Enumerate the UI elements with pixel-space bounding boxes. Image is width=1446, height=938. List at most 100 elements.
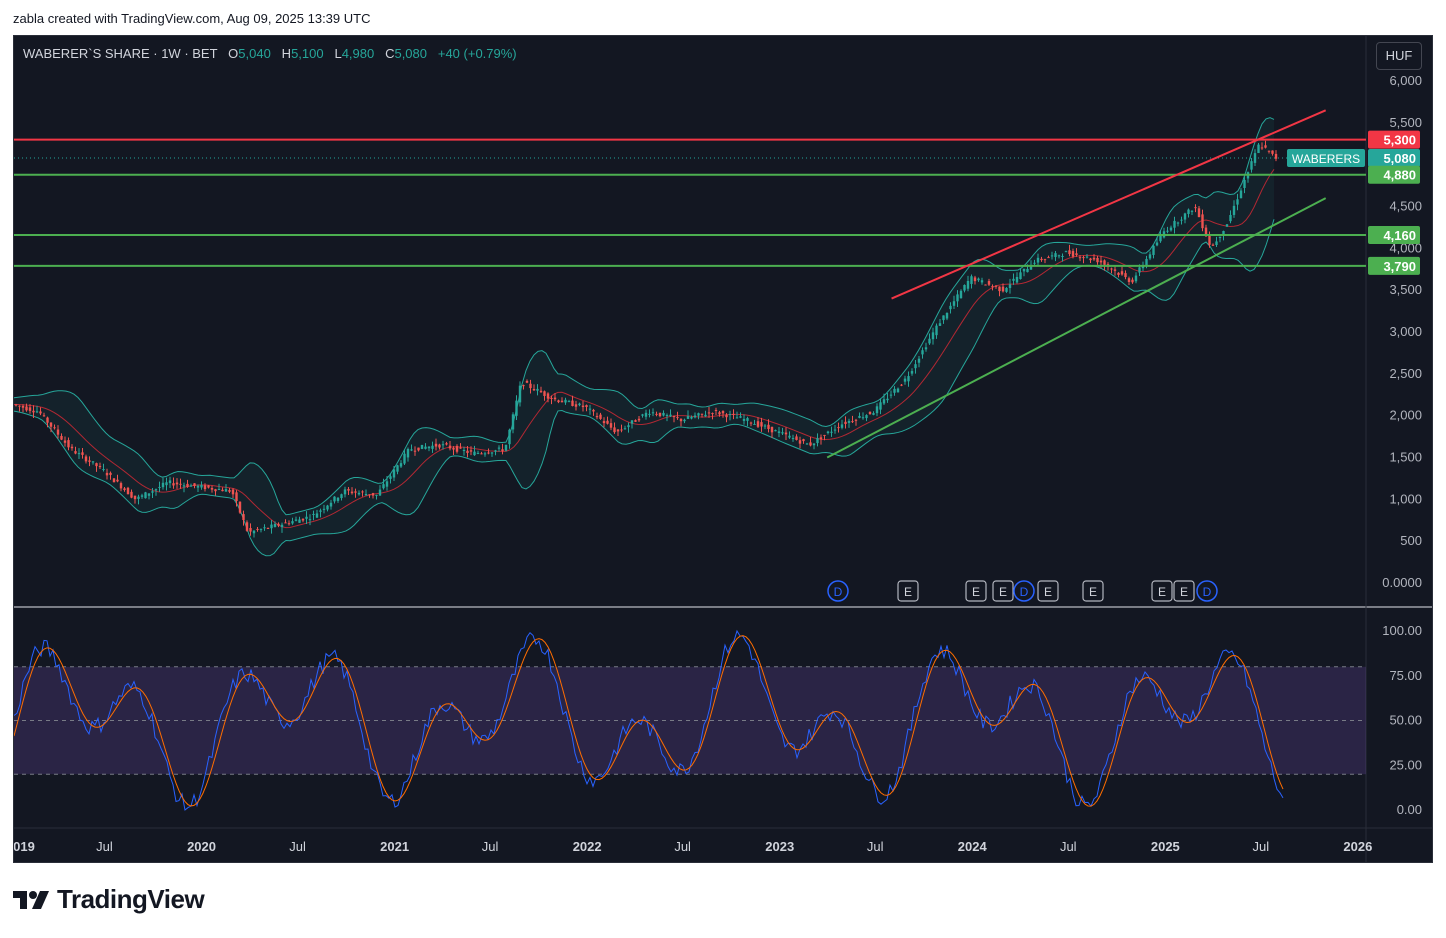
- candle-body: [539, 390, 543, 393]
- earnings-event-marker[interactable]: [992, 580, 1014, 602]
- candle-body: [375, 494, 378, 496]
- candle-body: [473, 451, 476, 456]
- candle-body: [319, 510, 322, 512]
- candle-body: [102, 469, 105, 471]
- candle-body: [781, 432, 784, 434]
- candle-body: [690, 416, 693, 419]
- stoch-k-line: [14, 629, 1284, 811]
- candle-body: [347, 489, 350, 491]
- tradingview-brand-text: TradingView: [57, 884, 205, 914]
- candle-body: [816, 438, 819, 444]
- candle-body: [700, 413, 704, 415]
- candle-body: [151, 491, 154, 493]
- candle-body: [536, 388, 539, 391]
- price-axis-label: 5,500: [1389, 115, 1422, 130]
- time-axis-label: 2020: [187, 839, 216, 854]
- open-value: 5,040: [238, 46, 271, 61]
- candle-body: [123, 488, 126, 491]
- candle-body: [795, 436, 798, 440]
- time-axis-label: Jul: [867, 839, 884, 854]
- earnings-event-marker[interactable]: [1151, 580, 1173, 602]
- candle-body: [480, 453, 483, 455]
- open-label: O: [228, 46, 239, 61]
- time-axis-label: 2025: [1151, 839, 1180, 854]
- candle-body: [1103, 260, 1106, 265]
- low-value: 4,980: [341, 46, 375, 61]
- candle-body: [249, 528, 252, 532]
- time-axis-label: 2026: [1343, 839, 1372, 854]
- tradingview-logo[interactable]: TradingView: [13, 884, 205, 915]
- candle-body: [126, 487, 130, 495]
- candle-body: [1061, 255, 1064, 257]
- earnings-event-marker[interactable]: [1037, 580, 1059, 602]
- candle-body: [424, 446, 427, 449]
- candle-body: [144, 492, 147, 499]
- earnings-event-marker[interactable]: [897, 580, 919, 602]
- candle-body: [207, 485, 210, 488]
- bollinger-upper: [14, 117, 1275, 516]
- candle-body: [721, 411, 725, 414]
- oscillator-axis-label: 50.00: [1389, 713, 1422, 728]
- candle-body: [893, 388, 896, 393]
- candle-body: [844, 421, 847, 424]
- candle-body: [438, 444, 441, 448]
- candle-body: [1159, 235, 1162, 242]
- candle-body: [448, 445, 452, 449]
- candle-body: [616, 429, 620, 432]
- candle-body: [602, 421, 606, 424]
- candle-body: [1096, 257, 1099, 263]
- candle-body: [686, 416, 690, 419]
- candle-body: [739, 416, 742, 418]
- candle-body: [434, 443, 438, 447]
- bollinger-basis: [14, 169, 1275, 529]
- candle-body: [949, 305, 952, 310]
- candle-body: [900, 384, 903, 386]
- candle-body: [991, 286, 994, 288]
- candle-body: [581, 405, 585, 408]
- dividend-event-marker[interactable]: [1196, 580, 1218, 602]
- candle-body: [427, 446, 431, 449]
- price-tag-bg: [1368, 148, 1420, 167]
- candle-body: [1211, 244, 1215, 246]
- earnings-event-marker[interactable]: [965, 580, 987, 602]
- currency-button[interactable]: HUF: [1376, 42, 1422, 70]
- candle-body: [525, 380, 529, 383]
- candle-body: [452, 447, 455, 450]
- high-value: 5,100: [291, 46, 324, 61]
- candle-body: [651, 412, 655, 414]
- channel-lower-line[interactable]: [826, 197, 1327, 459]
- candle-body: [1166, 230, 1169, 232]
- candle-body: [812, 443, 816, 446]
- candle-body: [1274, 153, 1278, 159]
- dividend-event-marker[interactable]: [1013, 580, 1035, 602]
- candle-body: [543, 391, 546, 396]
- candle-body: [889, 394, 893, 396]
- candle-body: [676, 417, 679, 419]
- price-chart[interactable]: 6,000 5,500 4,500 4,000 3,500 3,000 2,500 2,000…: [14, 36, 1433, 863]
- candle-body: [1068, 250, 1071, 255]
- time-axis-label: 2022: [573, 839, 602, 854]
- candle-body: [312, 513, 315, 515]
- candle-body: [669, 414, 672, 417]
- candle-body: [441, 444, 445, 446]
- channel-upper-line[interactable]: [891, 109, 1327, 300]
- candle-body: [56, 429, 60, 435]
- candle-body: [851, 421, 854, 423]
- candle-body: [252, 530, 256, 534]
- earnings-event-marker[interactable]: [1082, 580, 1104, 602]
- candle-body: [1015, 276, 1019, 283]
- candle-body: [1033, 262, 1036, 264]
- candle-body: [175, 482, 179, 485]
- chart-frame[interactable]: 6,000 5,500 4,500 4,000 3,500 3,000 2,500 2,000…: [13, 35, 1433, 863]
- candle-body: [1113, 269, 1117, 271]
- candle-body: [336, 497, 340, 501]
- earnings-event-marker[interactable]: [1173, 580, 1195, 602]
- candle-body: [1057, 255, 1061, 257]
- candle-body: [620, 429, 623, 431]
- candle-body: [732, 413, 735, 415]
- candle-body: [354, 491, 357, 493]
- candle-body: [172, 483, 175, 486]
- dividend-event-marker[interactable]: [827, 580, 849, 602]
- candle-body: [875, 406, 879, 414]
- candle-body: [1250, 161, 1253, 170]
